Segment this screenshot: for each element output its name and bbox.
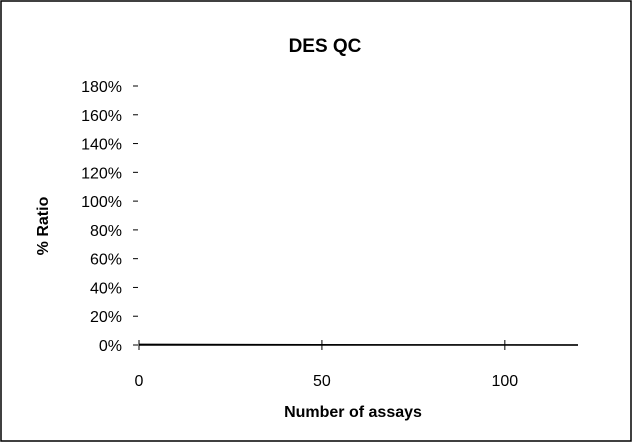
- y-tick-label: 20%: [90, 309, 122, 326]
- x-tick-label: 50: [313, 373, 331, 390]
- x-axis-title: Number of assays: [284, 404, 422, 421]
- y-tick-label: 0%: [99, 338, 122, 355]
- y-tick-label: 140%: [81, 137, 122, 154]
- y-tick-label: 180%: [81, 79, 122, 96]
- y-tick-label: 160%: [81, 108, 122, 125]
- y-tick-label: 100%: [81, 194, 122, 211]
- y-axis: 0% 20% 40% 60% 80% 100% 120% 140% 160% 180%: [81, 79, 138, 355]
- series-line-1: [138, 343, 579, 346]
- y-axis-title: % Ratio: [35, 196, 52, 255]
- x-tick-label: 0: [135, 373, 144, 390]
- chart-title: DES QC: [289, 36, 362, 57]
- x-tick-label: 100: [491, 373, 518, 390]
- y-tick-label: 60%: [90, 252, 122, 269]
- y-tick-label: 40%: [90, 280, 122, 297]
- y-tick-label: 80%: [90, 223, 122, 240]
- y-tick-label: 120%: [81, 165, 122, 182]
- series-group: [138, 343, 579, 346]
